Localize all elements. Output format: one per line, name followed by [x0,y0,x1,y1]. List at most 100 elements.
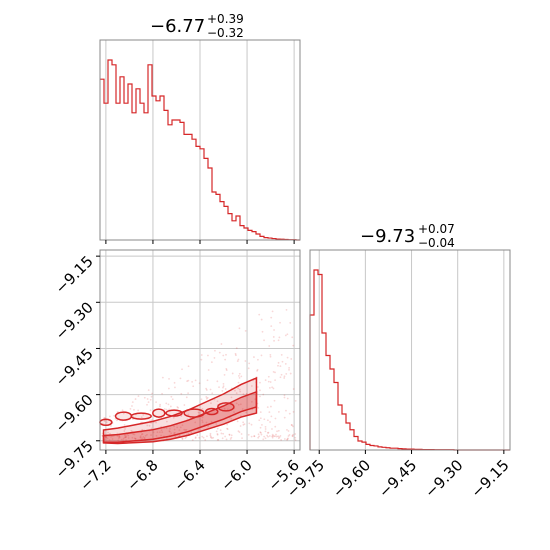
scatter-contour-blob [152,408,166,418]
scatter-point [200,358,203,361]
right-hist-tick-label: −9.60 [329,456,374,501]
scatter-point [123,430,126,432]
scatter-point [125,435,127,437]
scatter-point [253,356,255,358]
scatter-point [238,431,241,434]
scatter-point [144,434,147,437]
right-hist-title: −9.73 [360,226,415,247]
scatter-point [180,392,183,395]
scatter-point [237,358,240,361]
scatter-point [171,398,174,401]
scatter-point [277,411,280,413]
scatter-point [273,329,275,331]
scatter-point [222,382,225,385]
scatter-point [210,420,213,423]
scatter-point [286,438,288,441]
scatter-point [174,435,177,438]
scatter-point [170,395,173,398]
scatter-point [229,438,232,440]
scatter-point [139,436,142,439]
scatter-point [104,417,106,419]
scatter-point [116,419,118,422]
scatter-point [256,386,259,388]
scatter-y-tick-label: −9.15 [52,252,97,297]
scatter-point [150,434,152,436]
scatter-point [250,385,253,387]
scatter-point [139,436,142,439]
scatter-point [238,388,241,391]
scatter-point [283,394,286,397]
scatter-point [134,437,137,440]
scatter-point [224,435,227,438]
scatter-point [245,393,248,395]
scatter-point [273,399,276,402]
scatter-point [288,412,291,415]
scatter-point [277,435,280,438]
scatter-point [271,436,274,439]
right-hist-step [309,269,510,451]
scatter-point [146,424,149,427]
scatter-point [196,434,199,437]
scatter-point [155,401,157,404]
top-hist-step [100,59,300,241]
scatter-point [111,438,114,440]
scatter-point [277,364,279,367]
scatter-point [266,431,269,434]
scatter-point [266,406,269,409]
scatter-point [226,408,229,411]
scatter-point [242,421,245,424]
scatter-point [236,420,239,423]
scatter-point [291,434,294,437]
scatter-point [278,336,281,339]
scatter-point [118,436,121,439]
scatter-point [294,399,297,402]
scatter-point [129,407,132,410]
scatter-point [185,428,188,431]
scatter-point [137,395,140,398]
scatter-point [269,353,272,356]
scatter-y-tick-label: −9.30 [52,298,97,343]
scatter-point [271,435,273,438]
scatter-point [161,431,164,434]
scatter-point [209,432,212,435]
scatter-point [165,402,168,405]
scatter-point [209,435,212,438]
scatter-point [234,354,237,357]
scatter-point [161,392,163,395]
scatter-point [212,436,215,439]
scatter-point [211,392,214,395]
scatter-point [176,406,179,408]
scatter-point [244,329,247,332]
scatter-point [123,424,126,426]
scatter-point [166,420,168,423]
scatter-point [156,431,159,434]
scatter-point [184,437,187,439]
scatter-point [123,434,126,437]
scatter-point [207,425,210,428]
scatter-point [237,403,240,406]
scatter-point [267,380,270,383]
scatter-point [292,344,295,347]
top-hist-title: −6.77 [150,16,205,37]
scatter-contour-blob [165,409,183,417]
scatter-point [110,425,112,427]
scatter-point [253,435,256,438]
scatter-point [209,434,212,437]
scatter-point [159,405,161,408]
scatter-point [270,415,273,418]
scatter-point [259,417,262,420]
scatter-point [140,433,143,436]
scatter-point [216,427,219,430]
scatter-point [226,427,228,430]
scatter-point [250,423,253,426]
scatter-point [124,436,127,439]
scatter-point [257,358,259,361]
scatter-point [122,412,125,415]
scatter-point [201,416,204,419]
scatter-point [277,361,280,364]
scatter-point [158,431,161,434]
scatter-point [237,387,240,390]
scatter-point [264,428,267,430]
scatter-point [218,386,220,389]
scatter-point [205,387,208,390]
